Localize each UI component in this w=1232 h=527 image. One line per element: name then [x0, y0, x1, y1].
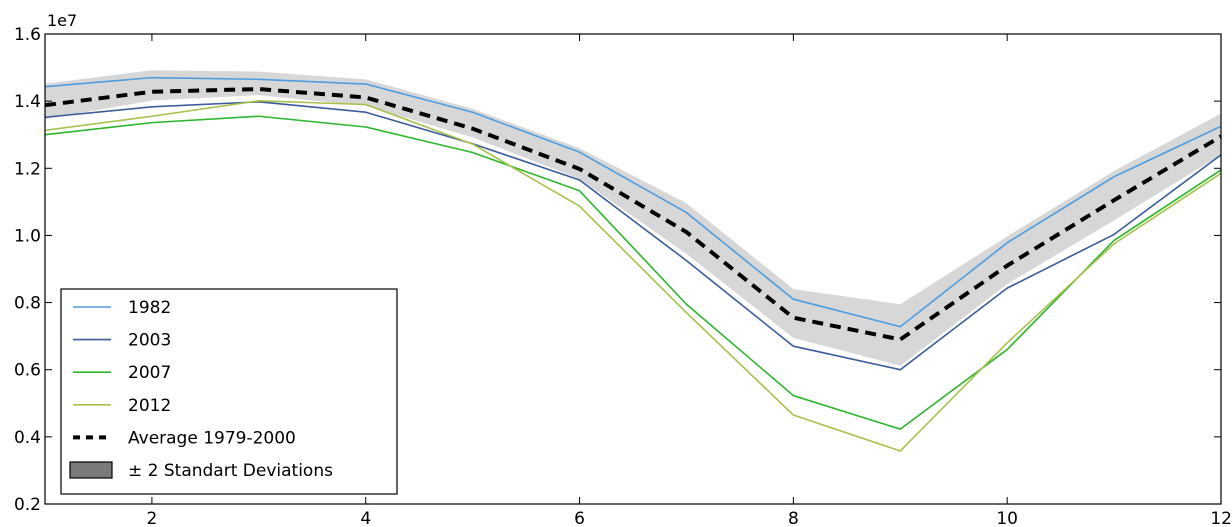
legend-label: 2012	[128, 396, 171, 416]
y-tick-label: 1.4	[14, 92, 41, 112]
series-layer	[44, 76, 1223, 452]
legend-box	[60, 288, 398, 495]
series-line-2007	[44, 115, 1222, 430]
std-band-layer	[45, 70, 1221, 366]
legend-label: Average 1979-2000	[128, 428, 296, 448]
legend-band-label: ± 2 Standart Deviations	[128, 461, 333, 481]
y-tick-label: 1.6	[14, 25, 41, 45]
y-tick-label: 0.6	[14, 361, 41, 381]
x-tick-label: 8	[788, 509, 799, 527]
y-tick-label: 0.2	[14, 495, 41, 515]
legend-label: 2007	[128, 363, 171, 383]
ticks-layer: 2 4 6 8 10 12 0.2 0.4 0.6 0.8 1.0 1.2 1.4 1.6	[14, 25, 1232, 527]
series-line-2012	[44, 100, 1222, 452]
x-tick-label: 4	[360, 509, 371, 527]
series-line-1982	[44, 76, 1222, 328]
y-tick-label: 1.2	[14, 159, 41, 179]
axes-frame	[44, 33, 1222, 505]
y-tick-label: 1.0	[14, 226, 41, 246]
series-line-average-1979-2000	[44, 87, 1223, 342]
legend-label: 2003	[128, 331, 171, 351]
legend-label: 1982	[128, 298, 171, 318]
x-tick-label: 6	[574, 509, 585, 527]
x-tick-label: 2	[146, 509, 157, 527]
y-exponent-label: 1e7	[47, 11, 77, 30]
std-band-area	[45, 70, 1221, 366]
x-tick-label: 12	[1210, 509, 1232, 527]
legend-band-swatch	[69, 461, 113, 479]
x-tick-label: 10	[996, 509, 1018, 527]
y-tick-label: 0.8	[14, 294, 41, 314]
legend: 1982 2003 2007 2012 Average 1979-2000 ± 2 Sta…	[60, 288, 398, 495]
y-tick-label: 0.4	[14, 428, 41, 448]
